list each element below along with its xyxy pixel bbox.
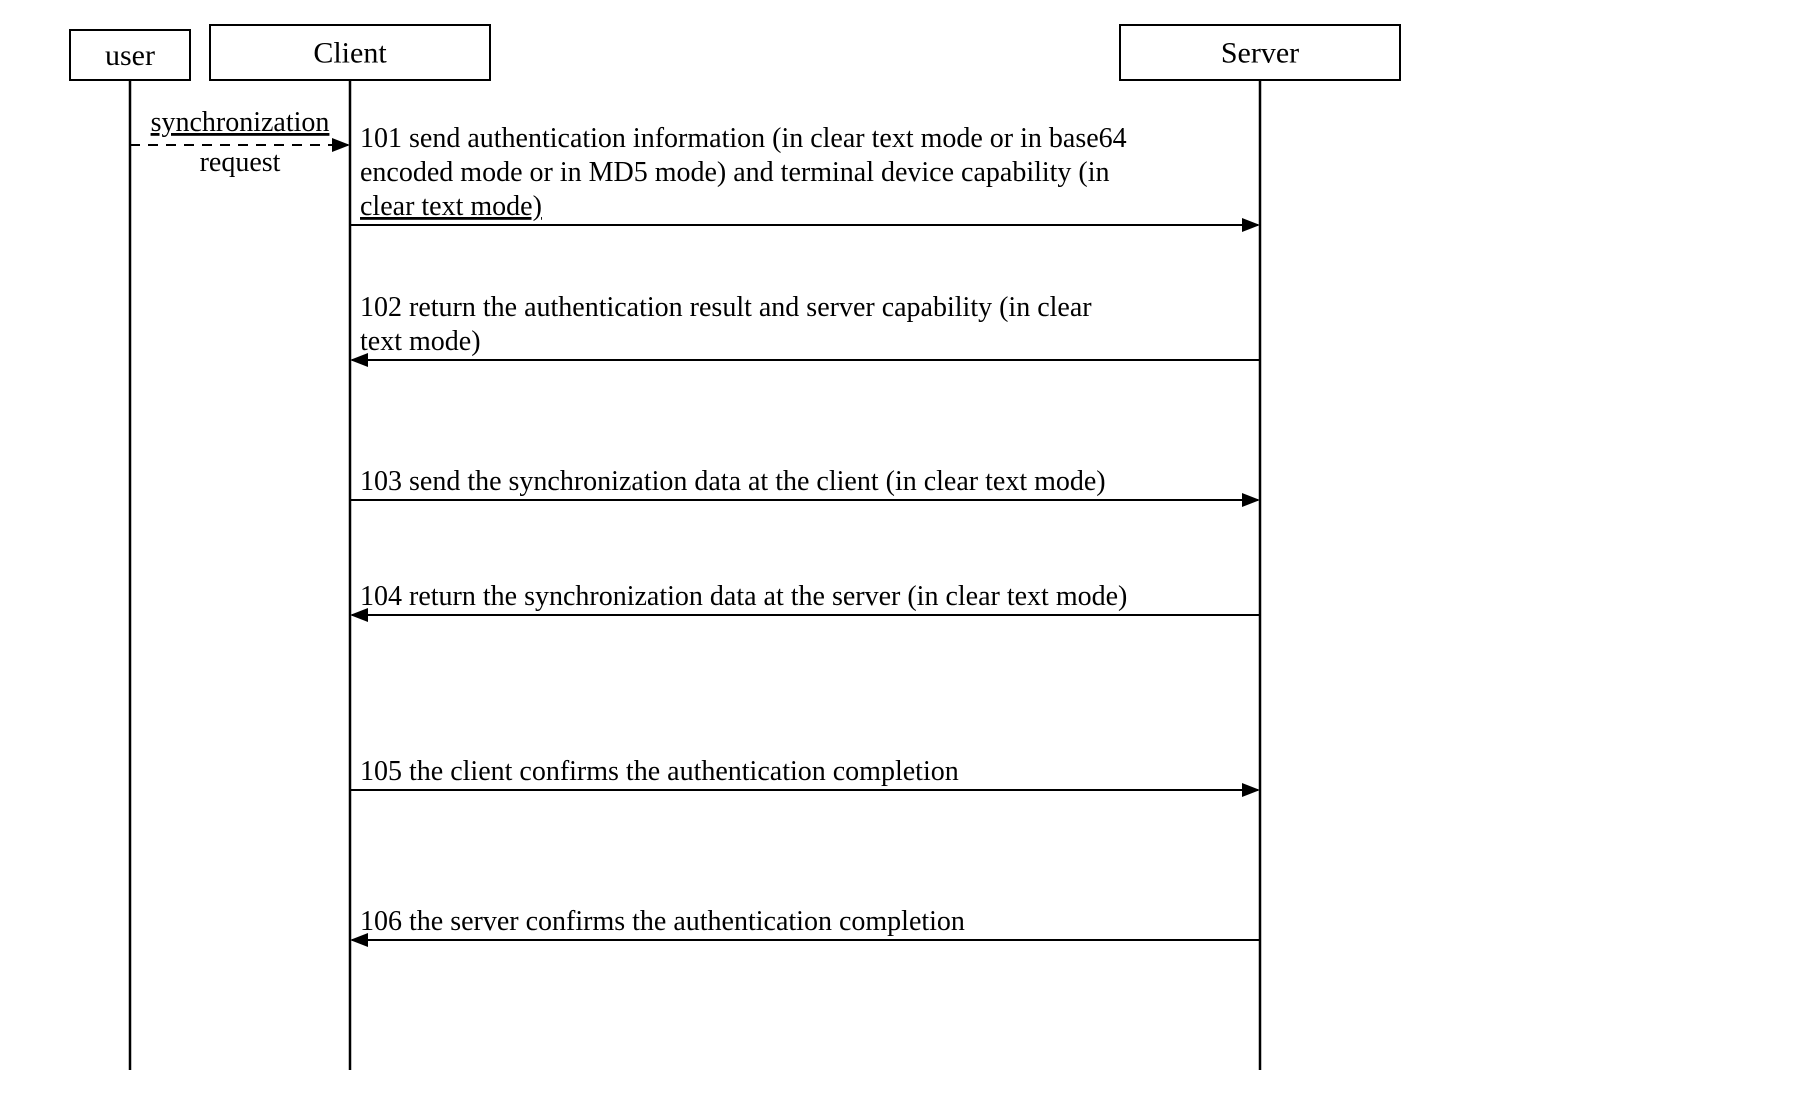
message-label-104-line0: 104 return the synchronization data at t…: [360, 581, 1127, 612]
actor-label-server: Server: [1221, 37, 1299, 70]
message-label-101-line0: 101 send authentication information (in …: [360, 123, 1127, 154]
message-label-102-line0: 102 return the authentication result and…: [360, 292, 1092, 323]
message-106: 106 the server confirms the authenticati…: [350, 906, 1260, 947]
message-label-101-line2: clear text mode): [360, 191, 542, 222]
actor-label-client: Client: [313, 37, 387, 70]
actor-label-user: user: [105, 39, 155, 72]
message-105: 105 the client confirms the authenticati…: [350, 756, 1260, 797]
message-label-102-line1: text mode): [360, 326, 481, 357]
sequence-diagram: user Client Server synchronization request 10…: [0, 0, 1795, 1108]
message-label-106-line0: 106 the server confirms the authenticati…: [360, 906, 965, 937]
message-label-103-line0: 103 send the synchronization data at the…: [360, 466, 1106, 497]
actor-server: Server: [1120, 25, 1400, 1070]
message-103: 103 send the synchronization data at the…: [350, 466, 1260, 507]
message-label-101-line1: encoded mode or in MD5 mode) and termina…: [360, 157, 1110, 188]
message-102: 102 return the authentication result and…: [350, 292, 1260, 367]
arrowhead: [332, 138, 350, 152]
message-label-sync-request-line1: request: [200, 147, 281, 178]
arrowhead: [1242, 493, 1260, 507]
arrowhead: [1242, 783, 1260, 797]
actor-user: user: [70, 30, 190, 1070]
message-label-sync-request-line0: synchronization: [151, 107, 330, 138]
message-label-105-line0: 105 the client confirms the authenticati…: [360, 756, 959, 787]
arrowhead: [1242, 218, 1260, 232]
message-104: 104 return the synchronization data at t…: [350, 581, 1260, 622]
message-101: 101 send authentication information (in …: [350, 123, 1260, 232]
message-sync-request: synchronization request: [130, 107, 350, 178]
